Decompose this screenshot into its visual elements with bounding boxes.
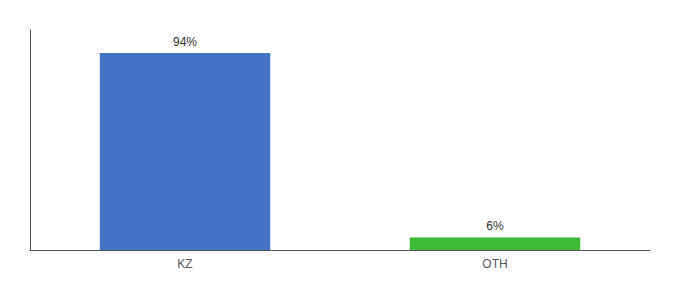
svg-text:KZ: KZ: [177, 257, 192, 271]
svg-text:6%: 6%: [486, 219, 504, 233]
svg-text:94%: 94%: [173, 35, 197, 49]
svg-text:OTH: OTH: [482, 257, 507, 271]
